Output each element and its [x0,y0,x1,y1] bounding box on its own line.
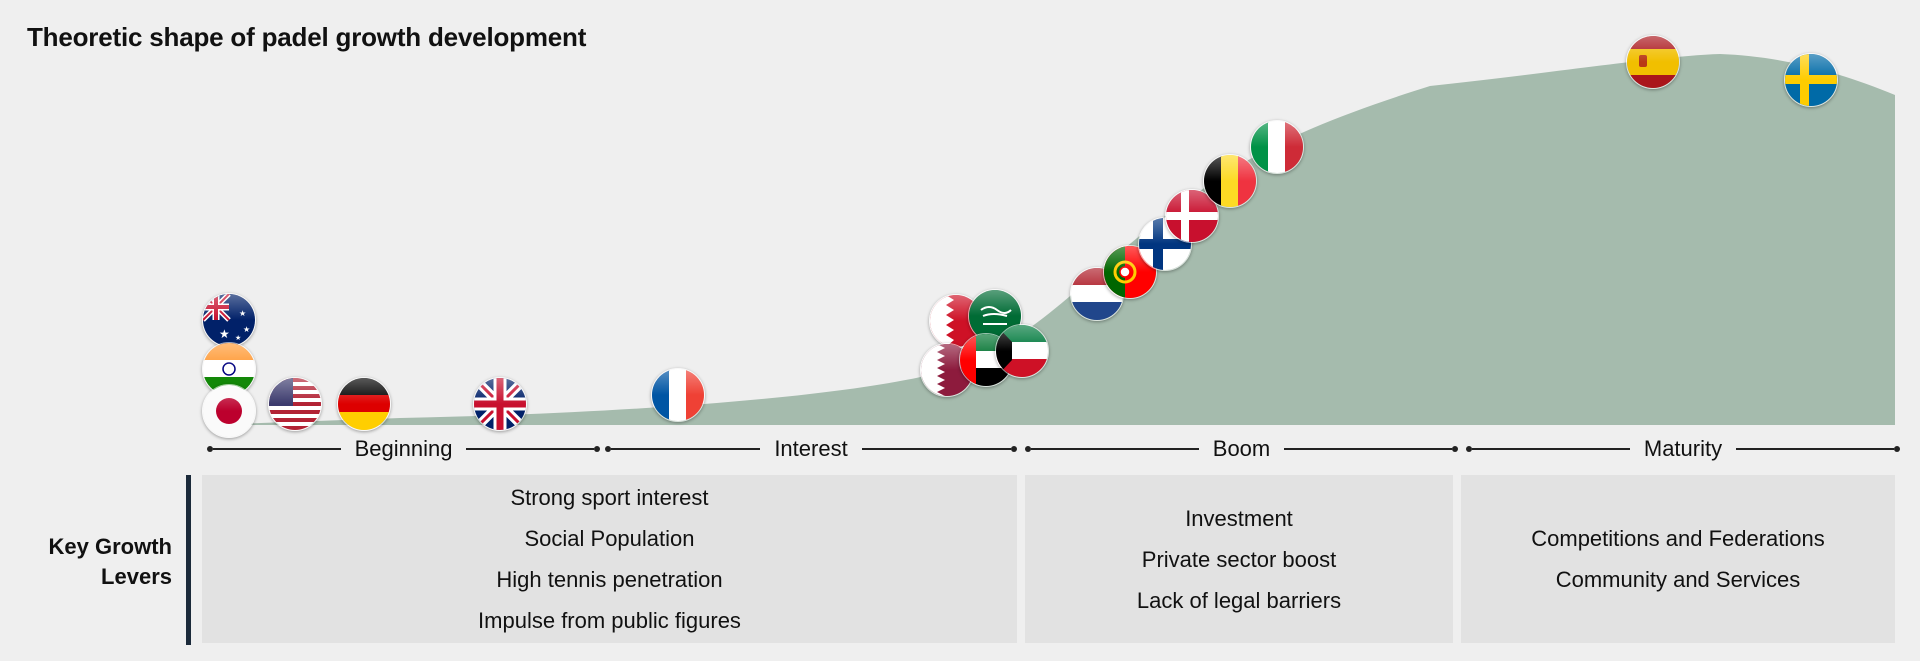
lever-item: Investment [1185,505,1293,531]
lever-item: High tennis penetration [496,567,723,592]
spain-flag-icon [1626,35,1680,89]
lever-item: Community and Services [1555,567,1801,592]
timeline-line [1284,448,1453,450]
svg-text:★: ★ [243,325,250,334]
timeline-line [1031,448,1199,450]
stage-label-interest: Interest [774,436,848,461]
lever-item: Social Population [524,526,695,551]
stage-boom: Boom [1025,436,1459,462]
timeline-dot [207,446,213,452]
stage-interest: Interest [605,436,1017,462]
australia-flag-icon: ★ ★ ★ ★ [202,293,256,347]
japan-flag-icon [202,384,256,438]
timeline-dot [1894,446,1900,452]
timeline-line [1472,448,1630,450]
timeline-dot [1025,446,1031,452]
lever-item: Lack of legal barriers [1136,587,1342,613]
italy-flag-icon [1250,120,1304,174]
kuwait-flag-icon [995,324,1049,378]
stage-label-beginning: Beginning [354,436,453,461]
timeline-line [213,448,341,450]
timeline-line [861,448,1011,450]
lever-item: Competitions and Federations [1531,526,1825,551]
timeline-line [1736,448,1894,450]
timeline-dot [1011,446,1017,452]
svg-text:★: ★ [239,309,246,318]
accent-bar [186,475,191,645]
timeline-line [611,448,761,450]
belgium-flag-icon [1203,154,1257,208]
lever-item: Private sector boost [1141,546,1337,572]
timeline-dot [605,446,611,452]
stage-label-maturity: Maturity [1643,436,1723,461]
timeline-dot [594,446,600,452]
timeline-line [466,448,594,450]
svg-text:★: ★ [235,334,241,342]
sweden-flag-icon [1784,53,1838,107]
germany-flag-icon [337,377,391,431]
timeline-dot [1466,446,1472,452]
france-flag-icon [651,368,705,422]
timeline-dot [1452,446,1459,452]
stage-beginning: Beginning [207,436,600,462]
stage-label-boom: Boom [1212,436,1271,461]
united-kingdom-flag-icon [473,377,527,431]
usa-flag-icon [268,377,322,431]
key-growth-levers-label: Key Growth Levers [48,534,172,589]
levers-box-beginning-interest: Strong sport interest Social Population … [202,475,1017,643]
chart-title: Theoretic shape of padel growth developm… [27,22,587,52]
levers-box-boom: Investment Private sector boost Lack of … [1025,475,1453,643]
stage-maturity: Maturity [1466,436,1900,462]
lever-item: Impulse from public figures [478,608,741,633]
levers-box-maturity: Competitions and Federations Community a… [1461,475,1895,643]
portugal-flag-icon [1103,245,1157,299]
svg-text:★: ★ [219,327,230,341]
lever-item: Strong sport interest [510,485,709,510]
